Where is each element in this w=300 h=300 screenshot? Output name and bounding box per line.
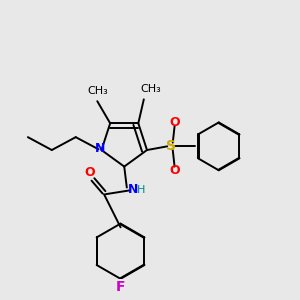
Text: H: H (137, 185, 146, 195)
Text: N: N (94, 142, 105, 155)
Text: F: F (116, 280, 125, 294)
Text: CH₃: CH₃ (141, 84, 162, 94)
Text: CH₃: CH₃ (87, 86, 108, 96)
Text: N: N (128, 183, 138, 196)
Text: S: S (166, 140, 176, 153)
Text: O: O (169, 164, 180, 177)
Text: O: O (169, 116, 180, 129)
Text: O: O (84, 166, 94, 179)
